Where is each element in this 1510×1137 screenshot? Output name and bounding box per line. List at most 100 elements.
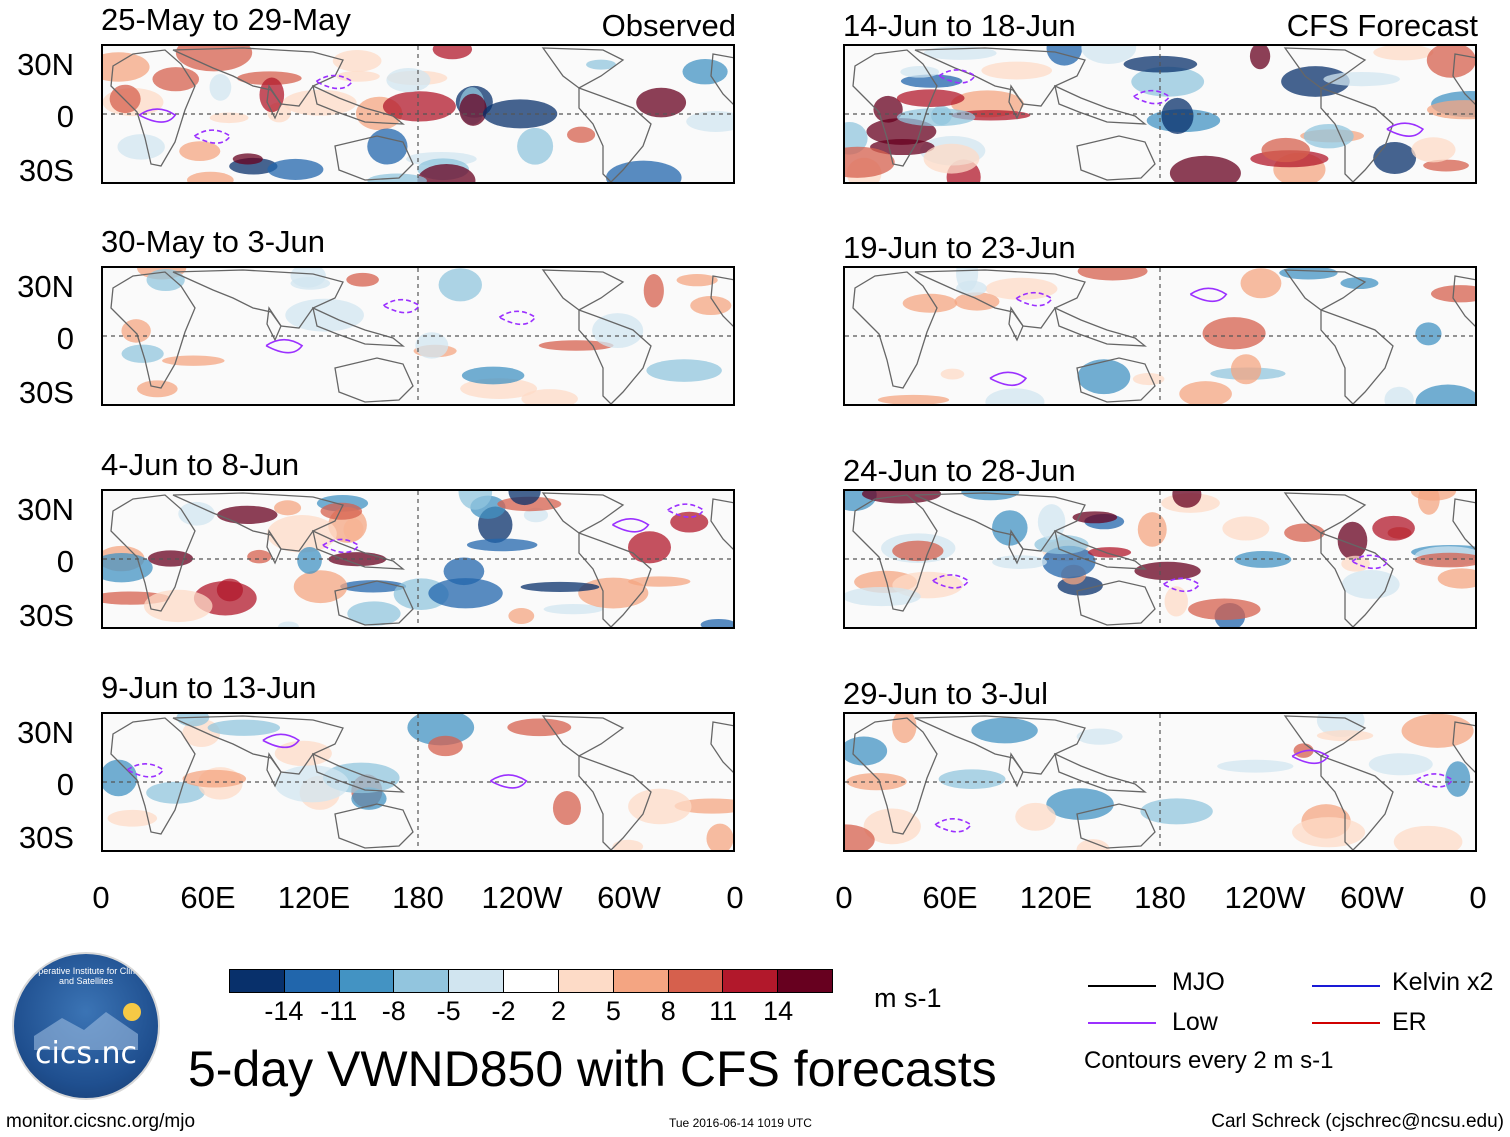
anomaly-shading bbox=[586, 59, 616, 70]
anomaly-shading bbox=[706, 823, 733, 850]
coastline bbox=[541, 715, 625, 757]
lat-label-eq: 0 bbox=[56, 321, 74, 356]
coastline bbox=[1008, 529, 1024, 565]
anomaly-shading bbox=[1131, 66, 1205, 97]
anomaly-shading bbox=[900, 74, 963, 88]
anomaly-shading bbox=[627, 531, 672, 564]
low-contour bbox=[265, 338, 304, 354]
anomaly-shading bbox=[1081, 46, 1137, 64]
anomaly-shading bbox=[845, 824, 875, 850]
lon-label: 60E bbox=[180, 880, 236, 915]
coastline bbox=[312, 84, 405, 125]
map-canvas bbox=[103, 268, 733, 404]
anomaly-shading bbox=[1445, 761, 1471, 797]
anomaly-shading bbox=[182, 769, 247, 788]
coastline bbox=[852, 717, 938, 835]
anomaly-shading bbox=[896, 89, 965, 107]
anomaly-shading bbox=[1414, 552, 1475, 568]
lat-label-eq: 0 bbox=[56, 767, 74, 802]
anomaly-shading bbox=[845, 122, 868, 155]
anomaly-shading bbox=[1261, 137, 1310, 163]
lon-label: 180 bbox=[1134, 880, 1186, 915]
anomaly-shading bbox=[143, 589, 213, 623]
anomaly-shading bbox=[1140, 798, 1213, 825]
legend-er-label: ER bbox=[1392, 1008, 1427, 1036]
cics-logo: Cooperative Institute for Climate and Sa… bbox=[12, 952, 160, 1100]
map-panel-obs-4 bbox=[101, 712, 735, 852]
anomaly-shading bbox=[340, 580, 407, 593]
anomaly-shading bbox=[578, 577, 649, 609]
anomaly-shading bbox=[1393, 825, 1463, 850]
anomaly-shading bbox=[1034, 534, 1089, 555]
anomaly-shading bbox=[846, 773, 907, 791]
coastline bbox=[334, 135, 414, 181]
anomaly-shading bbox=[870, 138, 935, 156]
coastline bbox=[1076, 803, 1156, 849]
anomaly-shading bbox=[1284, 523, 1325, 542]
anomaly-shading bbox=[232, 153, 263, 165]
anomaly-shading bbox=[592, 313, 644, 349]
colorbar-label: -14 bbox=[264, 996, 304, 1026]
anomaly-shading bbox=[1161, 97, 1194, 135]
coastline bbox=[1283, 492, 1367, 534]
colorbar-segment bbox=[393, 970, 449, 992]
anomaly-shading bbox=[520, 581, 600, 593]
anomaly-shading bbox=[1384, 386, 1414, 404]
anomaly-shading bbox=[1368, 753, 1433, 776]
map-panel-obs-1 bbox=[101, 44, 735, 184]
coastline bbox=[110, 271, 196, 389]
anomaly-shading bbox=[1411, 137, 1456, 163]
footer-credit: Carl Schreck (cjschrec@ncsu.edu) bbox=[1211, 1111, 1504, 1132]
lon-label: 120E bbox=[277, 880, 351, 915]
low-contour bbox=[1189, 287, 1228, 303]
coastline bbox=[1008, 752, 1024, 788]
anomaly-shading bbox=[117, 134, 165, 160]
anomaly-shading bbox=[1137, 512, 1167, 547]
panel-title-fcst-1: 14-Jun to 18-Jun bbox=[843, 8, 1076, 43]
anomaly-shading bbox=[1179, 381, 1232, 404]
map-canvas bbox=[845, 491, 1475, 627]
observed-label: Observed bbox=[601, 8, 736, 43]
anomaly-shading bbox=[956, 280, 987, 297]
anomaly-shading bbox=[612, 839, 644, 850]
logo-text: cics.nc bbox=[35, 1036, 137, 1071]
anomaly-shading bbox=[136, 380, 178, 398]
coastline bbox=[1054, 84, 1147, 125]
coastline bbox=[110, 717, 196, 835]
anomaly-shading bbox=[103, 552, 153, 583]
anomaly-shading bbox=[971, 717, 1038, 744]
anomaly-shading bbox=[1437, 568, 1475, 589]
anomaly-shading bbox=[1323, 71, 1400, 87]
anomaly-shading bbox=[1303, 123, 1354, 149]
coastline bbox=[578, 87, 652, 182]
coastline bbox=[334, 580, 414, 626]
anomaly-shading bbox=[940, 368, 965, 380]
colorbar-label: -11 bbox=[320, 996, 358, 1026]
anomaly-shading bbox=[1046, 46, 1083, 66]
anomaly-shading bbox=[103, 52, 150, 82]
anomaly-shading bbox=[628, 576, 691, 587]
anomaly-shading bbox=[1046, 788, 1114, 821]
anomaly-shading bbox=[274, 765, 350, 803]
coastline bbox=[578, 755, 652, 850]
anomaly-shading bbox=[985, 277, 1058, 300]
anomaly-shading bbox=[107, 809, 158, 827]
anomaly-shading bbox=[1230, 354, 1262, 385]
colorbar bbox=[229, 969, 833, 993]
coastline bbox=[334, 357, 414, 403]
low-contour bbox=[322, 538, 360, 554]
colorbar-segment bbox=[722, 970, 778, 992]
anomaly-shading bbox=[146, 268, 185, 292]
lon-label: 120W bbox=[481, 880, 563, 915]
anomaly-shading bbox=[1077, 359, 1131, 395]
anomaly-shading bbox=[961, 491, 1020, 501]
anomaly-shading bbox=[1169, 155, 1241, 182]
coastline bbox=[710, 498, 733, 550]
anomaly-shading bbox=[1217, 759, 1294, 773]
coastline bbox=[1320, 755, 1394, 850]
coastline bbox=[541, 269, 625, 311]
anomaly-shading bbox=[861, 491, 942, 504]
lon-label: 60W bbox=[1340, 880, 1404, 915]
panel-title-fcst-3: 24-Jun to 28-Jun bbox=[843, 453, 1076, 488]
coastline bbox=[578, 309, 652, 404]
